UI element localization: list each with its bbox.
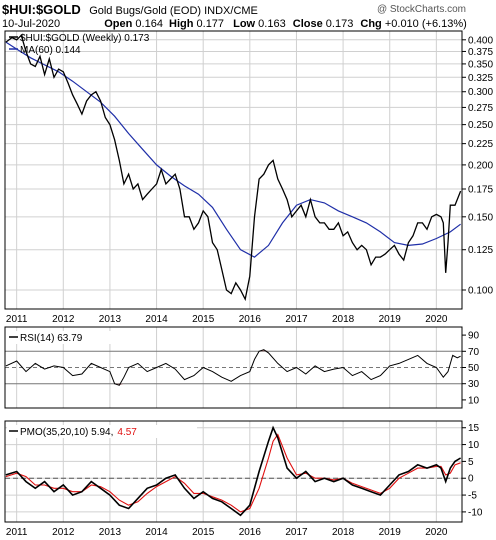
low-label: Low (233, 18, 256, 30)
price-ytick-label-0: 0.100 (468, 285, 493, 296)
price-xtick-label-2018: 2018 (332, 314, 355, 325)
price-panel-frame (4, 30, 463, 310)
legend-rsi-label: RSI(14) 63.79 (20, 333, 83, 344)
open-value: 0.164 (135, 18, 163, 30)
high-label: High (169, 18, 194, 30)
legend-pmo-label: PMO(35,20,10) 5.94, (20, 427, 113, 438)
price-xtick-label-2012: 2012 (52, 314, 75, 325)
price-ytick-label-2: 0.150 (468, 212, 493, 223)
close-value: 0.173 (325, 18, 354, 30)
pmo-ytick-label-4: 10 (468, 440, 480, 451)
price-xtick-label-2017: 2017 (285, 314, 308, 325)
price-ytick-label-4: 0.200 (468, 160, 493, 171)
header-line-2: 10-Jul-2020 Open 0.164 High 0.177 Low 0.… (2, 18, 467, 30)
rsi-ytick-label-2: 50 (468, 363, 480, 374)
open-label: Open (104, 18, 133, 30)
pmo-xtick-label-2013: 2013 (99, 527, 122, 538)
high-value: 0.177 (196, 18, 225, 30)
pmo-xtick-label-2014: 2014 (145, 527, 168, 538)
price-ytick-label-1: 0.125 (468, 245, 493, 256)
price-ytick-label-6: 0.250 (468, 120, 493, 131)
price-ytick-label-8: 0.300 (468, 87, 493, 98)
price-ytick-label-9: 0.325 (468, 73, 493, 84)
price-xtick-label-2013: 2013 (99, 314, 122, 325)
price-line (5, 34, 462, 302)
pmo-ytick-label-0: -10 (468, 507, 483, 518)
pmo-xtick-label-2011: 2011 (6, 527, 28, 538)
symbol-description: Gold Bugs/Gold (EOD) INDX/CME (89, 5, 258, 17)
chg-value: +0.010 (+6.13%) (384, 18, 467, 30)
rsi-ytick-label-0: 10 (468, 395, 480, 406)
price-ytick-label-5: 0.225 (468, 139, 493, 150)
rsi-ytick-label-3: 70 (468, 347, 480, 358)
rsi-ytick-label-1: 30 (468, 379, 480, 390)
price-ytick-label-3: 0.175 (468, 184, 493, 195)
header-line-1: $HUI:$GOLD Gold Bugs/Gold (EOD) INDX/CME (2, 1, 258, 17)
price-ytick-label-12: 0.400 (468, 35, 493, 46)
pmo-ytick-label-1: -5 (468, 491, 477, 502)
pmo-ytick-label-3: 5 (468, 457, 474, 468)
pmo-ytick-label-2: 0 (468, 474, 474, 485)
legend-pmo-signal-value: 4.57 (117, 427, 137, 438)
price-panel-bg (5, 31, 462, 309)
price-xtick-label-2011: 2011 (6, 314, 28, 325)
rsi-panel-frame (4, 326, 463, 409)
price-xtick-label-2016: 2016 (239, 314, 262, 325)
close-label: Close (292, 18, 323, 30)
pmo-xtick-label-2018: 2018 (332, 527, 355, 538)
price-ytick-label-7: 0.275 (468, 103, 493, 114)
pmo-xtick-label-2017: 2017 (285, 527, 308, 538)
price-xtick-label-2014: 2014 (145, 314, 168, 325)
symbol-title: $HUI:$GOLD (2, 2, 81, 17)
ma60-line (5, 41, 461, 258)
rsi-legend-bg (7, 331, 127, 344)
legend-price-label: $HUI:$GOLD (Weekly) 0.173 (20, 33, 150, 44)
watermark: @ StockCharts.com (376, 4, 466, 15)
pmo-xtick-label-2020: 2020 (425, 527, 448, 538)
pmo-line (5, 425, 462, 517)
chg-label: Chg (360, 18, 382, 30)
rsi-ytick-label-4: 90 (468, 331, 480, 342)
pmo-panel-frame (4, 420, 463, 523)
rsi-line (5, 349, 461, 386)
pmo-xtick-label-2016: 2016 (239, 527, 262, 538)
legend-ma-label: MA(60) 0.144 (20, 45, 81, 56)
price-xtick-label-2020: 2020 (425, 314, 448, 325)
pmo-xtick-label-2019: 2019 (379, 527, 402, 538)
pmo-xtick-label-2012: 2012 (52, 527, 75, 538)
price-xtick-label-2019: 2019 (379, 314, 402, 325)
pmo-xtick-label-2015: 2015 (192, 527, 215, 538)
price-xtick-label-2015: 2015 (192, 314, 215, 325)
pmo-signal-line (5, 433, 461, 513)
pmo-legend-bg (7, 425, 197, 438)
date-label: 10-Jul-2020 (2, 18, 61, 30)
low-value: 0.163 (258, 18, 286, 30)
price-ytick-label-11: 0.375 (468, 47, 493, 58)
price-ytick-label-10: 0.350 (468, 59, 493, 70)
pmo-ytick-label-5: 15 (468, 423, 480, 434)
